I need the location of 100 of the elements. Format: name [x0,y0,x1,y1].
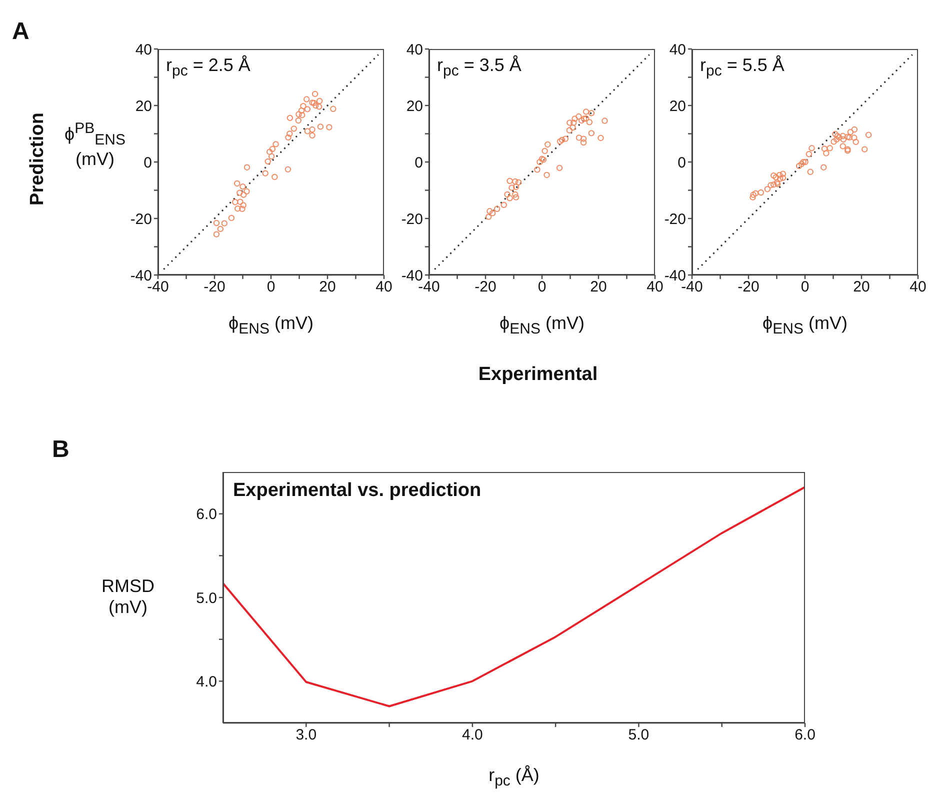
text: B [52,436,70,464]
y-tick-label: 20 [135,98,152,115]
text: Experimental [477,364,599,386]
point [752,190,759,196]
point [303,96,310,102]
point [504,191,510,198]
point [304,128,311,134]
y-tick-label: 20 [669,98,686,115]
point [576,134,582,141]
y-tick-label: 6.0 [196,506,217,524]
point [823,150,830,156]
y-tick-label: -40 [401,267,423,284]
point [506,195,513,202]
point [500,202,507,208]
point [309,132,316,139]
point [780,170,786,177]
annotation: r$_{pc}$ = 2.5 Å [166,55,250,80]
point [534,166,540,173]
point [840,136,847,142]
point [806,150,812,158]
point [768,182,774,188]
y-tick-label: 40 [135,41,152,58]
y-tick-label: 4.0 [196,673,217,690]
point [602,118,608,124]
x-tick-label: 0 [266,278,276,296]
point [820,164,827,170]
y-tick-label: 20 [406,98,423,115]
point [272,174,278,180]
point [852,138,859,146]
point [213,220,220,226]
point [776,172,783,178]
point [772,174,779,180]
x-axis-title: r$_{pc}$ (Å) [488,765,540,790]
point [750,194,756,200]
point [544,141,551,148]
point [515,179,522,186]
point [512,194,520,200]
point [566,127,572,134]
point [770,182,777,188]
point [847,128,854,136]
y-tick-label: 0 [678,154,686,172]
point [796,162,802,170]
point [232,199,238,206]
text: A [12,18,30,46]
point [512,184,520,190]
point [580,136,587,142]
y-tick-label: -40 [664,267,686,284]
y-tick-label: -20 [130,210,152,228]
point [244,188,250,194]
point [780,174,786,181]
chart-title: Experimental vs. prediction [233,480,482,502]
point [269,146,276,152]
point [295,117,302,124]
point [764,186,771,192]
point [586,119,593,126]
point [221,220,228,226]
point [309,126,316,133]
point [268,153,275,160]
point [240,183,246,190]
point [572,116,578,122]
point [264,158,271,165]
y-tick-label: -20 [401,210,423,228]
point [244,164,250,170]
point [286,130,293,137]
point [588,110,595,116]
point [802,158,808,166]
point [309,100,316,106]
point [836,134,842,141]
point [316,98,323,104]
x-tick-label: 40 [910,278,926,296]
point [262,170,268,176]
point [832,130,838,138]
point [544,172,550,178]
point [758,189,764,196]
point [800,158,806,166]
y-axis-title: RMSD (mV) [100,576,156,618]
point [312,90,318,98]
point [304,106,311,112]
point [310,100,318,106]
point [266,148,273,155]
x-tick-label: 6.0 [794,726,816,744]
point [558,136,566,144]
y-tick-label: 0 [414,154,423,172]
point [512,191,518,198]
point [570,124,576,131]
point [542,148,548,154]
point [237,198,244,205]
point [296,111,302,118]
text: Prediction [27,112,49,208]
point [316,104,322,110]
point [582,115,590,122]
point [582,108,590,115]
point [840,143,846,150]
x-axis-title: ϕ$_{ENS}$ (mV) [762,313,848,338]
x-tick-label: -20 [474,278,496,296]
point [239,206,246,212]
point [570,120,577,126]
y-tick-label: 0 [144,154,152,172]
point [576,113,582,120]
point [298,107,305,114]
